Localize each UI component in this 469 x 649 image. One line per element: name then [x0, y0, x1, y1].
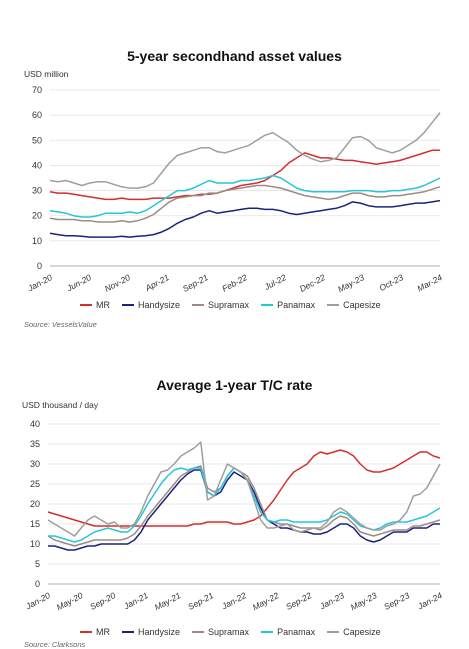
legend-item-supramax: Supramax [192, 300, 249, 310]
chart2-xtick-label: Jan-22 [219, 590, 248, 612]
chart2-xtick-label: Sep-22 [284, 590, 313, 612]
chart1-legend: MR Handysize Supramax Panamax Capesize [80, 300, 381, 310]
chart2-title: Average 1-year T/C rate [156, 377, 313, 393]
chart2-ytick-label: 40 [30, 419, 40, 429]
chart1-xtick-label: May-23 [336, 272, 366, 294]
chart2-xtick-label: Jan-20 [23, 590, 52, 612]
chart1-xtick-label: Feb-22 [220, 272, 249, 294]
chart2-series-capesize [47, 441, 441, 537]
chart2-xtick-label: Jan-23 [317, 590, 346, 612]
legend-item-mr: MR [80, 627, 110, 637]
chart1-series-capesize [49, 112, 441, 189]
legend-swatch [327, 631, 340, 633]
chart2-xtick-label: May-20 [55, 590, 85, 612]
legend-item-capesize: Capesize [327, 627, 381, 637]
chart1-xtick-label: Dec-22 [298, 272, 327, 294]
chart1-series-mr [49, 149, 440, 201]
legend-item-panamax: Panamax [261, 300, 315, 310]
chart2-ytick-label: 30 [30, 459, 40, 469]
legend-item-supramax: Supramax [192, 627, 249, 637]
chart2-xtick-label: Sep-21 [186, 590, 215, 612]
chart1-xtick-label: Mar-24 [415, 272, 444, 294]
chart2-xtick-label: Sep-23 [382, 590, 411, 612]
chart1-xtick-label: Jul-22 [262, 272, 288, 292]
legend-swatch [192, 631, 205, 633]
legend-swatch [80, 631, 92, 633]
legend-label: MR [96, 627, 110, 637]
chart2-xtick-label: Jan-21 [121, 590, 150, 612]
chart2-xtick-label: May-22 [251, 590, 281, 612]
legend-swatch [327, 304, 340, 306]
chart2-ytick-label: 5 [35, 559, 40, 569]
chart1-ytick-label: 20 [32, 211, 42, 221]
chart2-ytick-label: 10 [30, 539, 40, 549]
legend-label: Panamax [277, 300, 316, 310]
chart2-xtick-label: May-21 [153, 590, 183, 612]
legend-label: Handysize [138, 627, 181, 637]
chart2-series-panamax [48, 467, 441, 543]
chart1-xtick-label: Nov-20 [103, 272, 132, 294]
legend-label: Supramax [208, 627, 250, 637]
chart2-xtick-label: Jan-24 [415, 590, 444, 612]
chart2-series-handysize [48, 469, 440, 551]
chart1-xtick-label: Apr-21 [143, 272, 171, 293]
legend-item-handysize: Handysize [122, 300, 180, 310]
legend-swatch [261, 304, 274, 306]
chart1-xtick-label: Jan-20 [25, 272, 54, 294]
chart2-series-mr [47, 449, 441, 527]
chart1-ytick-label: 40 [32, 160, 42, 170]
chart2-source: Source: Clarksons [24, 640, 86, 649]
legend-label: Supramax [208, 300, 250, 310]
chart2-ytick-label: 25 [30, 479, 40, 489]
legend-swatch [80, 304, 92, 306]
chart2-series-supramax [47, 465, 441, 547]
legend-item-mr: MR [80, 300, 110, 310]
chart1-xtick-label: Jun-20 [64, 272, 93, 294]
chart1-title: 5-year secondhand asset values [127, 48, 342, 64]
chart2-xtick-label: Sep-20 [88, 590, 117, 612]
legend-label: Capesize [343, 300, 381, 310]
legend-label: Handysize [138, 300, 181, 310]
chart2-ytick-label: 15 [30, 519, 40, 529]
legend-label: MR [96, 300, 110, 310]
legend-swatch [261, 631, 274, 633]
chart1-plot: 0 10 20 30 40 50 60 70 Jan-20 Jun-20 Nov-20 Apr-21 S… [25, 85, 444, 294]
legend-swatch [122, 304, 134, 306]
legend-item-capesize: Capesize [327, 300, 381, 310]
legend-swatch [122, 631, 134, 633]
chart1-xtick-label: Sep-21 [181, 272, 210, 294]
chart1-series-supramax [49, 184, 441, 223]
chart2-ytick-label: 20 [30, 499, 40, 509]
legend-item-handysize: Handysize [122, 627, 180, 637]
chart1-ytick-label: 60 [32, 110, 42, 120]
chart2-plot: 0 5 10 15 20 25 30 35 40 Jan-20 May-20 Sep-20 Jan-21… [23, 419, 444, 612]
chart2-ylabel: USD thousand / day [22, 400, 99, 410]
chart1-source: Source: VesselsValue [24, 320, 97, 329]
chart1-ylabel: USD million [24, 69, 69, 79]
chart1-ytick-label: 50 [32, 135, 42, 145]
chart2-xtick-label: May-23 [349, 590, 379, 612]
chart1-series-handysize [49, 199, 441, 238]
chart1-ytick-label: 0 [37, 261, 42, 271]
chart1-xtick-label: Oct-23 [378, 272, 405, 293]
chart2-legend: MR Handysize Supramax Panamax Capesize [80, 627, 381, 637]
legend-swatch [192, 304, 205, 306]
legend-label: Panamax [277, 627, 316, 637]
legend-label: Capesize [343, 627, 381, 637]
chart1-ytick-label: 10 [32, 236, 42, 246]
chart1-ytick-label: 70 [32, 85, 42, 95]
chart1-ytick-label: 30 [32, 186, 42, 196]
chart2-ytick-label: 0 [35, 579, 40, 589]
legend-item-panamax: Panamax [261, 627, 315, 637]
chart2-ytick-label: 35 [30, 439, 40, 449]
chart1-series-panamax [49, 174, 441, 218]
